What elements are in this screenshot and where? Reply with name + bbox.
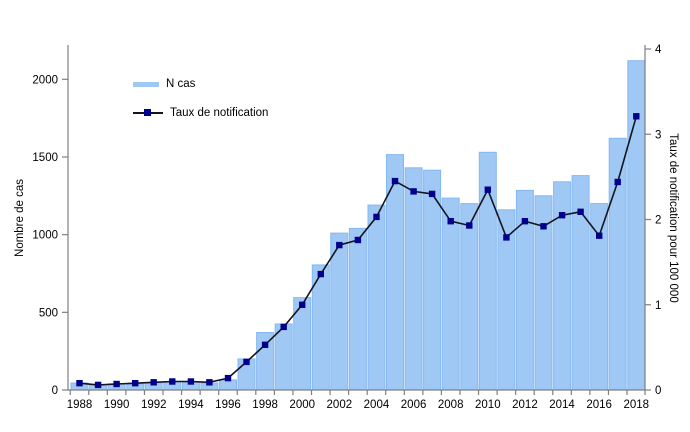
rate-marker-1992 — [150, 379, 157, 386]
bar-2009 — [460, 203, 479, 391]
legend-label-n-cas: N cas — [166, 78, 196, 90]
rate-marker-1993 — [169, 378, 176, 385]
rate-marker-1988 — [76, 380, 83, 387]
rate-marker-1990 — [113, 380, 120, 388]
rate-marker-2011 — [503, 234, 510, 241]
bar-2006 — [404, 167, 423, 391]
x-tick-label: 2012 — [512, 399, 538, 411]
rate-marker-1991 — [132, 380, 139, 387]
legend-item-n-cas: N cas — [133, 78, 268, 90]
x-tick-label: 1996 — [215, 399, 241, 411]
rate-marker-2018 — [633, 113, 640, 120]
rate-marker-1997 — [243, 358, 250, 366]
x-tick-label: 2016 — [586, 399, 612, 411]
rate-marker-2009 — [466, 222, 473, 229]
right-tick-label: 3 — [655, 129, 661, 141]
bar-2003 — [348, 227, 367, 391]
x-tick-label: 2002 — [327, 399, 353, 411]
legend-item-taux: Taux de notification — [133, 107, 268, 119]
right-axis-title: Taux de notification pour 100 000 — [667, 133, 679, 303]
rate-marker-2006 — [410, 188, 417, 195]
rate-marker-1995 — [206, 379, 213, 386]
rate-marker-2016 — [596, 232, 603, 239]
bar-1999 — [274, 323, 293, 391]
rate-marker-2010 — [484, 186, 491, 193]
right-tick-label: 0 — [655, 385, 661, 397]
left-tick-label: 2000 — [32, 74, 58, 86]
bar-1996 — [219, 379, 237, 391]
legend-label-taux: Taux de notification — [170, 107, 269, 119]
bar-1998 — [256, 332, 275, 391]
bar-2017 — [608, 137, 627, 391]
x-tick-label: 2008 — [438, 399, 464, 411]
rate-marker-1994 — [187, 378, 195, 385]
rate-marker-2014 — [558, 212, 566, 219]
rate-marker-2004 — [373, 213, 380, 221]
rate-marker-1998 — [261, 341, 269, 348]
rate-marker-2008 — [447, 218, 454, 225]
left-tick-label: 1500 — [32, 152, 58, 164]
x-tick-label: 1998 — [252, 399, 278, 411]
axes-group: 0 500 1000 1500 2000 0 1 2 3 4 1988 1990 1992 1994 199… — [32, 44, 662, 411]
rate-marker-2000 — [299, 301, 306, 308]
x-tick-label: 1992 — [141, 399, 167, 411]
left-tick-label: 1000 — [32, 230, 58, 242]
rate-marker-2007 — [428, 190, 436, 198]
rate-marker-2012 — [521, 218, 529, 225]
line-group — [76, 113, 640, 389]
x-tick-label: 2004 — [364, 399, 390, 411]
right-tick-label: 4 — [655, 44, 662, 56]
rate-marker-1989 — [94, 381, 102, 389]
rate-marker-2013 — [540, 223, 547, 230]
x-tick-label: 1990 — [104, 399, 130, 411]
rate-marker-1996 — [224, 374, 232, 382]
bar-2008 — [441, 197, 460, 391]
rate-marker-2015 — [577, 208, 584, 215]
rate-marker-2002 — [336, 241, 343, 249]
bar-2005 — [386, 154, 404, 391]
bar-2002 — [330, 232, 349, 391]
bar-series-swatch-icon — [133, 81, 159, 87]
x-tick-label: 1994 — [178, 399, 204, 411]
left-tick-label: 500 — [39, 307, 58, 319]
right-tick-label: 1 — [655, 300, 661, 312]
left-axis-title: Nombre de cas — [14, 179, 26, 257]
legend: N cas Taux de notification — [133, 78, 268, 119]
x-tick-label: 2000 — [289, 399, 315, 411]
rate-marker-1999 — [280, 323, 287, 331]
rate-marker-2003 — [354, 236, 362, 244]
x-tick-label: 2018 — [624, 399, 650, 411]
x-tick-label: 2010 — [475, 399, 501, 411]
x-tick-label: 2006 — [401, 399, 427, 411]
bar-2004 — [367, 204, 386, 391]
x-tick-label: 2014 — [549, 399, 575, 411]
bars-group — [70, 60, 646, 391]
bar-2018 — [627, 60, 646, 391]
bar-2016 — [590, 203, 609, 391]
rate-marker-2005 — [391, 177, 399, 185]
x-tick-label: 1988 — [67, 399, 93, 411]
left-tick-label: 0 — [52, 385, 58, 397]
rate-marker-2017 — [614, 178, 621, 186]
bar-2015 — [571, 175, 590, 391]
line-marker-icon — [144, 109, 151, 116]
right-tick-label: 2 — [655, 215, 661, 227]
line-series-swatch-icon — [133, 109, 163, 116]
rate-marker-2001 — [317, 270, 324, 278]
